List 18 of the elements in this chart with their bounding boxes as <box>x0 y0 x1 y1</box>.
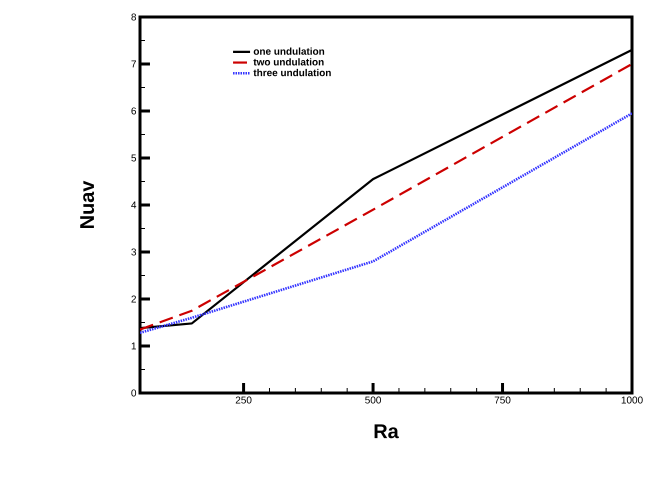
x-tick-label: 250 <box>236 396 252 404</box>
x-tick-label: 750 <box>494 396 510 404</box>
y-tick-label: 1 <box>132 342 136 350</box>
legend-label: three undulation <box>253 68 331 76</box>
x-tick-label: 500 <box>365 396 381 404</box>
y-tick-label: 7 <box>131 60 136 68</box>
x-axis-title: Ra <box>374 424 399 438</box>
y-tick-label: 2 <box>131 296 136 302</box>
y-tick-label: 0 <box>131 389 136 397</box>
y-tick-label: 5 <box>131 154 136 162</box>
legend-label: one undulation <box>254 48 324 55</box>
y-tick-label: 8 <box>131 13 136 21</box>
y-tick-label: 3 <box>131 248 136 256</box>
x-tick-label: 1000 <box>622 396 643 404</box>
y-axis-title: Nuav <box>80 180 94 228</box>
legend-label: two undulation <box>253 58 324 66</box>
y-tick-label: 6 <box>131 107 136 115</box>
y-tick-label: 4 <box>131 202 136 208</box>
